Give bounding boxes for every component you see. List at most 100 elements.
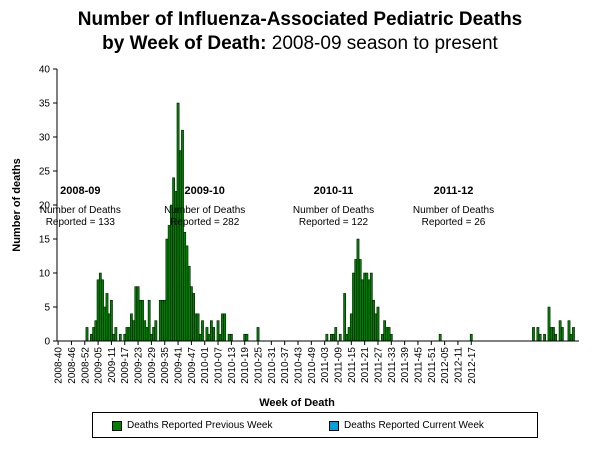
season-label: 2011-12 [434, 185, 474, 197]
x-tick-label: 2011-27 [374, 347, 385, 383]
x-tick-label: 2010-31 [267, 347, 278, 384]
bar [103, 306, 107, 342]
bar [532, 327, 535, 342]
bar [198, 333, 202, 342]
bar [338, 333, 342, 342]
bar [245, 333, 249, 342]
bar [123, 333, 127, 342]
bar [105, 293, 109, 342]
x-tick-label: 2010-49 [307, 347, 318, 384]
y-tick-label: 40 [39, 65, 51, 76]
bar [178, 150, 182, 342]
x-tick-label: 2010-13 [227, 347, 238, 384]
bar [118, 333, 122, 342]
bar [352, 272, 355, 342]
bar [85, 327, 89, 342]
bar [216, 320, 220, 342]
legend-swatch-previous-week [112, 420, 122, 431]
bar [569, 333, 573, 342]
season-annotation-line2: Reported = 133 [46, 217, 116, 228]
bar [329, 333, 333, 342]
bar [343, 293, 347, 342]
x-tick-label: 2012-05 [440, 347, 451, 384]
x-tick-label: 2012-17 [467, 347, 478, 384]
bar [243, 333, 247, 342]
bar [374, 313, 378, 342]
bar [230, 333, 233, 342]
y-tick-label: 25 [39, 167, 51, 178]
x-tick-label: 2009-29 [147, 347, 158, 384]
x-tick-label: 2009-41 [174, 347, 185, 384]
y-tick-label: 35 [39, 99, 51, 110]
bar [218, 333, 222, 342]
x-tick-label: 2010-25 [254, 347, 265, 384]
bar [127, 327, 131, 342]
x-tick-label: 2011-45 [414, 347, 425, 383]
season-annotation-line1: Number of Deaths [164, 205, 245, 216]
x-tick-label: 2010-19 [240, 347, 251, 384]
x-tick-label: 2010-01 [200, 347, 211, 384]
bar [150, 333, 153, 342]
bar [96, 279, 100, 342]
season-annotation-line2: Reported = 122 [299, 217, 369, 228]
y-tick-label: 10 [39, 269, 51, 280]
bar [347, 327, 351, 342]
season-annotation-line1: Number of Deaths [413, 205, 494, 216]
bar [165, 238, 169, 342]
legend-item-previous-week: Deaths Reported Previous Week [112, 420, 272, 431]
chart-title: Number of Influenza-Associated Pediatric… [0, 8, 600, 56]
bar [558, 320, 562, 342]
bar [389, 333, 393, 342]
x-tick-label: 2010-43 [294, 347, 305, 384]
season-label: 2009-10 [185, 185, 225, 197]
y-tick-label: 20 [39, 201, 51, 212]
x-tick-label: 2010-37 [280, 347, 291, 384]
bar [132, 320, 135, 342]
bar [181, 129, 184, 342]
bar [538, 333, 542, 342]
bar [154, 320, 158, 342]
bar [134, 286, 138, 342]
x-axis-label: Week of Death [259, 397, 335, 409]
y-tick-label: 0 [44, 337, 50, 348]
bar [141, 299, 144, 342]
bar [212, 327, 215, 342]
bar [90, 333, 93, 342]
bar [183, 231, 187, 342]
season-label: 2008-09 [60, 185, 100, 197]
title-line-2-rest: 2008-09 season to present [271, 33, 498, 54]
bar [147, 299, 151, 342]
season-annotation-line2: Reported = 282 [170, 217, 240, 228]
bar [372, 299, 375, 342]
bar [194, 313, 198, 342]
bar [187, 265, 191, 342]
bar [381, 333, 384, 342]
bar [163, 299, 167, 342]
x-tick-label: 2011-33 [387, 347, 398, 383]
bar [98, 272, 102, 342]
bar [361, 279, 364, 342]
bar [345, 333, 349, 342]
x-tick-label: 2010-07 [214, 347, 225, 384]
bar [101, 279, 104, 342]
season-annotation-line1: Number of Deaths [293, 205, 374, 216]
bar [158, 299, 162, 342]
bar [112, 333, 115, 342]
legend-label-previous-week: Deaths Reported Previous Week [127, 420, 273, 431]
bar [438, 333, 442, 342]
season-annotation-line2: Reported = 26 [422, 217, 486, 228]
legend-swatch-current-week [329, 420, 339, 431]
bar [349, 313, 353, 342]
bar [354, 259, 358, 342]
bar [107, 313, 111, 342]
bar [543, 333, 546, 342]
bar [143, 320, 147, 342]
x-tick-label: 2008-46 [67, 347, 78, 384]
y-tick-label: 30 [39, 133, 51, 144]
bar [190, 286, 193, 342]
bar-series-previous-week [85, 102, 575, 342]
bar [130, 313, 133, 342]
legend-label-current-week: Deaths Reported Current Week [344, 420, 484, 431]
x-tick-label: 2011-39 [400, 347, 411, 383]
